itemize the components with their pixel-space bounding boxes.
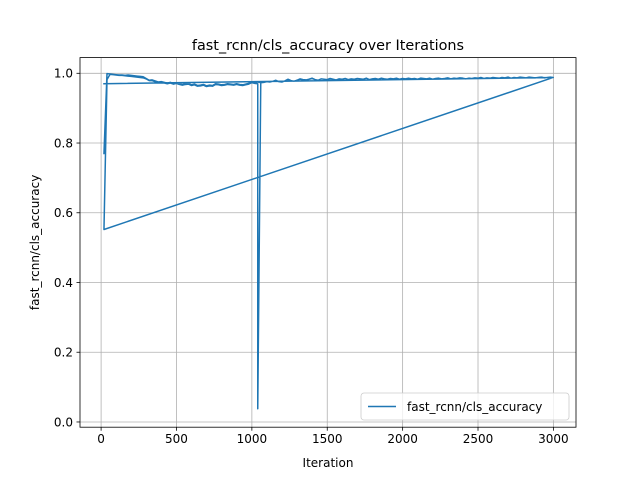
y-axis-label: fast_rcnn/cls_accuracy bbox=[28, 175, 42, 310]
legend: fast_rcnn/cls_accuracy bbox=[360, 392, 570, 421]
chart-title: fast_rcnn/cls_accuracy over Iterations bbox=[192, 38, 464, 54]
y-tick-label: 0.6 bbox=[54, 206, 73, 220]
x-tick-label: 3000 bbox=[538, 432, 569, 446]
y-axis-ticks: 0.0 0.2 0.4 0.6 0.8 1.0 bbox=[54, 67, 80, 429]
plot-line-group bbox=[103, 72, 554, 410]
y-tick-label: 0.8 bbox=[54, 136, 73, 150]
x-tick-label: 1500 bbox=[312, 432, 343, 446]
legend-entry-label: fast_rcnn/cls_accuracy bbox=[407, 400, 542, 414]
x-axis-label: Iteration bbox=[303, 456, 354, 470]
x-tick-label: 2500 bbox=[463, 432, 494, 446]
legend-box bbox=[360, 392, 570, 421]
x-tick-label: 0 bbox=[97, 432, 105, 446]
x-tick-label: 500 bbox=[165, 432, 188, 446]
x-axis-ticks: 0 500 1000 1500 2000 2500 3000 bbox=[97, 427, 569, 446]
grid-lines bbox=[80, 57, 576, 428]
series-line-cls-accuracy bbox=[103, 72, 554, 410]
x-tick-label: 1000 bbox=[237, 432, 268, 446]
axes-frame bbox=[79, 57, 577, 428]
y-tick-label: 0.2 bbox=[54, 346, 73, 360]
y-tick-label: 0.4 bbox=[54, 276, 73, 290]
y-tick-label: 0.0 bbox=[54, 415, 73, 429]
y-tick-label: 1.0 bbox=[54, 67, 73, 81]
x-tick-label: 2000 bbox=[387, 432, 418, 446]
